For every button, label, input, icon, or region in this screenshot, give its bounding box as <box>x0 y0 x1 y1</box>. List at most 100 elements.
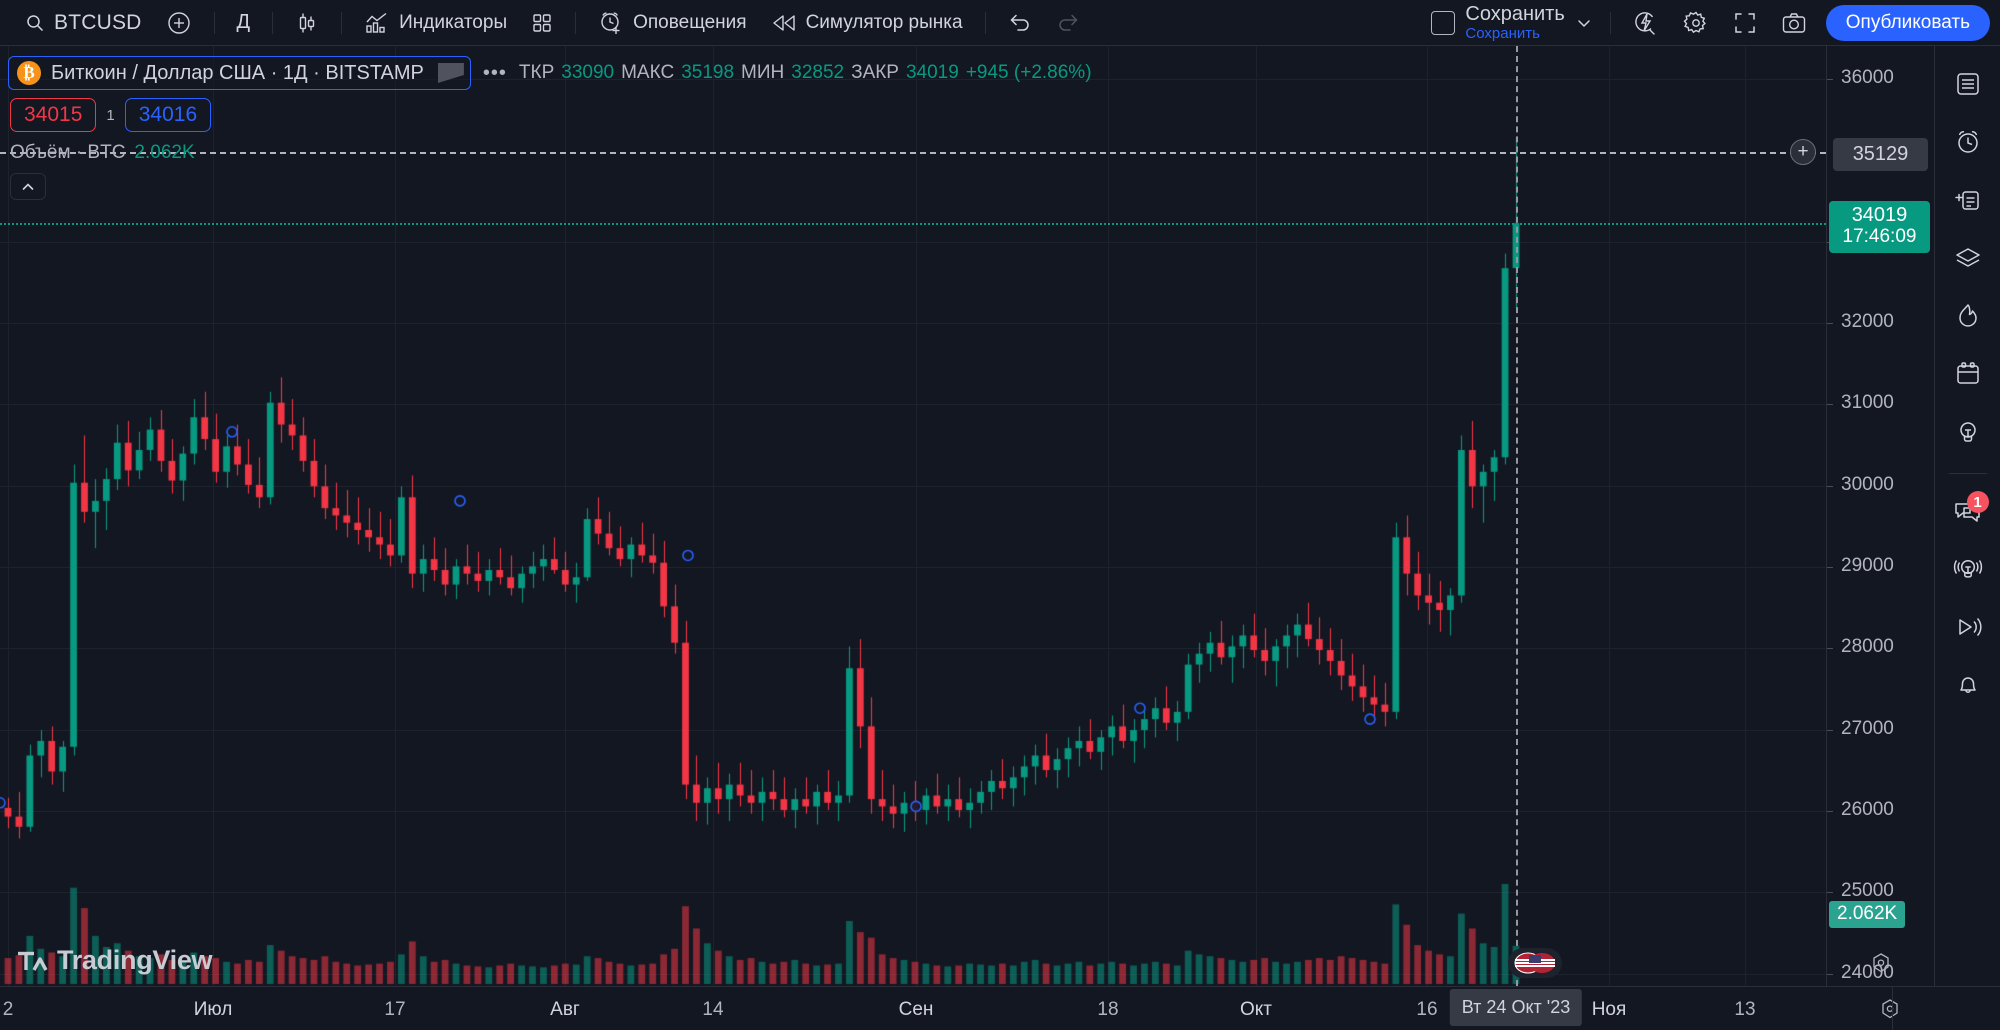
alert-price-line[interactable] <box>0 152 1826 154</box>
bid-ask-row: 34015 1 34016 <box>8 98 1092 132</box>
add-symbol-button[interactable] <box>155 6 203 40</box>
top-toolbar: BTCUSD Д <box>0 0 2000 46</box>
ohlc-low-label: МИН <box>741 62 785 83</box>
ohlc-high-label: МАКС <box>621 62 675 83</box>
chart-canvas-area[interactable]: + ₿ Биткоин / Доллар США · 1Д · BITSTAMP… <box>0 46 1826 986</box>
templates-button[interactable] <box>520 6 564 40</box>
bitcoin-icon: ₿ <box>17 61 41 85</box>
undo-icon <box>1008 12 1032 34</box>
main-body: + ₿ Биткоин / Доллар США · 1Д · BITSTAMP… <box>0 46 2000 986</box>
fullscreen-button[interactable] <box>1722 6 1768 40</box>
time-tick: 17 <box>384 999 406 1020</box>
gear-hex-icon[interactable] <box>1869 951 1893 980</box>
sidebar-item-alerts[interactable] <box>1942 118 1994 170</box>
sidebar-item-notifications[interactable] <box>1942 661 1994 713</box>
news-add-icon <box>1954 186 1982 219</box>
fullscreen-icon <box>1733 11 1757 35</box>
last-price-line <box>0 223 1826 225</box>
lightbulb-icon <box>1954 418 1982 451</box>
stream-icon <box>1953 613 1983 646</box>
save-labels: Сохранить Сохранить <box>1465 4 1564 41</box>
publish-label: Опубликовать <box>1845 11 1970 33</box>
indicators-label: Индикаторы <box>399 11 508 33</box>
symbol-search-button[interactable]: BTCUSD <box>14 6 153 40</box>
ohlc-high-value: 35198 <box>681 62 735 83</box>
sidebar-item-watchlist[interactable] <box>1942 60 1994 112</box>
watchlist-icon <box>1954 70 1982 103</box>
time-axis-corner <box>1892 987 2000 1030</box>
chevron-down-icon[interactable] <box>1575 14 1593 32</box>
symbol-name: BTCUSD <box>54 10 142 34</box>
time-tick: Ноя <box>1591 999 1627 1020</box>
time-tick: 14 <box>702 999 724 1020</box>
right-sidebar: 1 <box>1934 46 2000 986</box>
lightning-search-icon <box>1633 10 1659 36</box>
sidebar-item-chat[interactable]: 1 <box>1942 487 1994 539</box>
crosshair-price-label: 35129 <box>1833 138 1928 171</box>
calendar-icon <box>1954 360 1982 393</box>
alerts-button[interactable]: Оповещения <box>587 6 757 40</box>
toolbar-divider <box>984 11 986 34</box>
replay-button[interactable]: Симулятор рынка <box>760 6 974 40</box>
last-price-badge[interactable]: 34019 17:46:09 <box>1829 201 1930 253</box>
time-tick: 2 <box>2 999 14 1020</box>
settings-button[interactable] <box>1672 6 1720 40</box>
sidebar-divider <box>1948 473 1987 474</box>
volume-legend-row: Объём · BTC 2.062K <box>8 142 1092 164</box>
interval-button[interactable]: Д <box>226 6 262 40</box>
toolbar-divider <box>213 11 215 34</box>
chevron-up-icon <box>20 179 36 195</box>
undo-button[interactable] <box>997 6 1043 40</box>
bell-icon <box>1954 671 1982 704</box>
redo-button[interactable] <box>1045 6 1091 40</box>
crosshair-vertical <box>1516 46 1518 986</box>
save-button[interactable]: Сохранить Сохранить <box>1429 4 1598 41</box>
time-tick: Окт <box>1239 999 1273 1020</box>
symbol-legend-box[interactable]: ₿ Биткоин / Доллар США · 1Д · BITSTAMP <box>8 56 471 90</box>
tradingview-watermark: TradingView <box>16 945 213 976</box>
more-dots-icon[interactable]: ••• <box>482 61 507 84</box>
alerts-clock-icon <box>1954 128 1982 161</box>
crosshair-date-tooltip: Вт 24 Окт '23 <box>1449 989 1583 1026</box>
publish-button[interactable]: Опубликовать <box>1825 4 1990 41</box>
sidebar-item-hot-list[interactable] <box>1942 292 1994 344</box>
alarm-plus-icon <box>598 10 624 36</box>
replay-label: Симулятор рынка <box>805 11 963 33</box>
collapse-pane-button[interactable] <box>10 173 46 200</box>
last-price-time: 17:46:09 <box>1842 226 1917 248</box>
rewind-icon <box>771 12 797 34</box>
legend-title-row: ₿ Биткоин / Доллар США · 1Д · BITSTAMP •… <box>8 56 1092 90</box>
ohlc-open-label: ТКР <box>518 62 555 83</box>
add-alert-icon[interactable]: + <box>1790 139 1816 165</box>
camera-icon <box>1781 11 1807 35</box>
bid-price[interactable]: 34015 <box>10 98 97 132</box>
sidebar-item-data-window[interactable] <box>1942 176 1994 228</box>
layers-icon <box>1954 244 1982 277</box>
us-flag-icon[interactable] <box>1508 948 1562 978</box>
time-tick: 16 <box>1416 999 1438 1020</box>
candlestick-chart[interactable] <box>0 46 1826 986</box>
chart-style-button[interactable] <box>284 6 330 40</box>
snapshot-button[interactable] <box>1770 6 1818 40</box>
grid-icon <box>531 12 553 34</box>
sidebar-item-calendar[interactable] <box>1942 350 1994 402</box>
price-axis[interactable]: 36000 33000 32000 31000 30000 29000 2800… <box>1826 46 1934 986</box>
chart-legend: ₿ Биткоин / Доллар США · 1Д · BITSTAMP •… <box>8 56 1092 200</box>
sidebar-item-hotlist[interactable] <box>1942 234 1994 286</box>
idea-broadcast-icon <box>1953 555 1983 588</box>
sidebar-item-streams[interactable] <box>1942 603 1994 655</box>
indicators-button[interactable]: Индикаторы <box>353 6 518 40</box>
save-sublabel: Сохранить <box>1465 24 1540 42</box>
sidebar-item-ideas[interactable] <box>1942 408 1994 460</box>
ohlc-open-value: 33090 <box>561 62 615 83</box>
ohlc-values: ТКР 33090 МАКС 35198 МИН 32852 ЗАКР 3401… <box>519 62 1092 84</box>
bid-ask-size: 1 <box>106 106 115 124</box>
quick-search-button[interactable] <box>1622 6 1670 40</box>
toolbar-divider <box>575 11 577 34</box>
alerts-label: Оповещения <box>633 11 747 33</box>
time-axis[interactable]: 2 Июл 17 Авг 14 Сен 18 Окт 16 Ноя 13 Вт … <box>0 986 2000 1030</box>
save-label: Сохранить <box>1465 3 1565 26</box>
sidebar-item-public-chats[interactable] <box>1942 545 1994 597</box>
ask-price[interactable]: 34016 <box>124 98 212 132</box>
